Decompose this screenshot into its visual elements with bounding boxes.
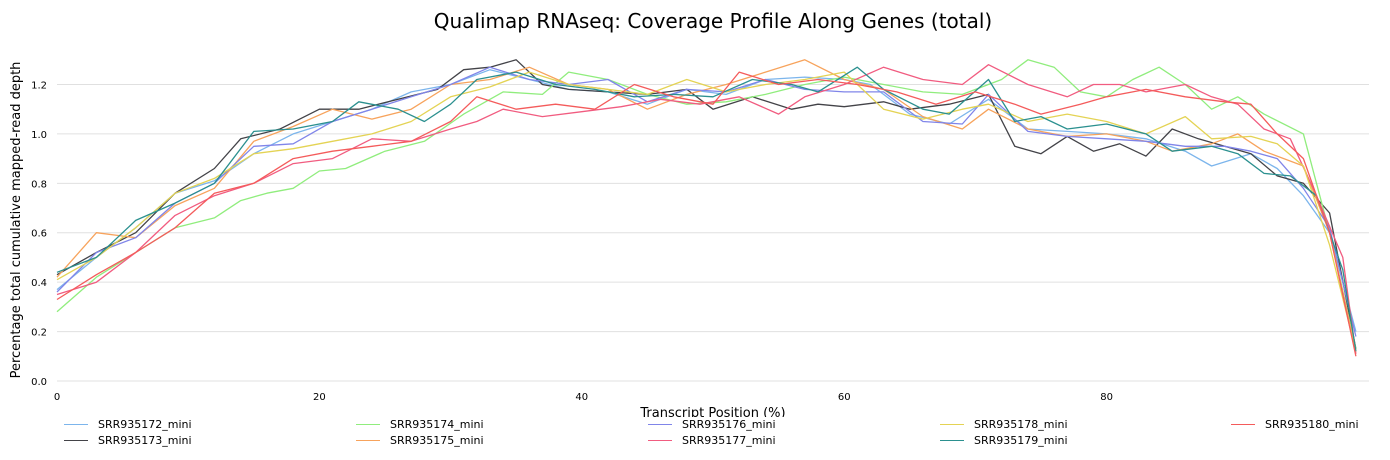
legend-swatch [648,424,672,425]
grid-lines [57,83,1369,382]
y-axis-ticks: 0.0 0.2 0.4 0.6 0.8 1.0 1.2 [31,80,47,388]
legend-swatch [940,424,964,425]
series-lines [56,59,1357,357]
legend-label: SRR935173_mini [98,434,192,447]
x-axis-ticks: 0 20 40 60 80 [54,392,1113,403]
y-tick-label: 1.2 [31,80,47,91]
legend-swatch [1231,424,1255,425]
legend-swatch [940,440,964,441]
x-tick-label: 60 [838,392,851,403]
legend-swatch [356,440,380,441]
chart-legend: SRR935172_mini SRR935173_mini SRR935174_mi… [64,417,1384,453]
series-line-srr935174-mini[interactable] [56,59,1357,350]
x-tick-label: 0 [54,392,60,403]
legend-swatch [356,424,380,425]
legend-label: SRR935174_mini [390,418,484,431]
legend-label: SRR935180_mini [1265,418,1359,431]
x-axis-label: Transcript Position (%) [639,406,785,417]
legend-label: SRR935172_mini [98,418,192,431]
x-tick-label: 40 [575,392,588,403]
series-line-srr935180-mini[interactable] [56,71,1357,357]
legend-label: SRR935178_mini [974,418,1068,431]
y-tick-label: 1.0 [31,130,47,141]
legend-label: SRR935175_mini [390,434,484,447]
chart-title: Qualimap RNAseq: Coverage Profile Along … [434,9,992,33]
series-line-srr935177-mini[interactable] [56,64,1357,354]
y-tick-label: 0.6 [31,229,47,240]
series-line-srr935172-mini[interactable] [56,69,1357,332]
legend-swatch [64,440,88,441]
y-tick-label: 0.8 [31,179,47,190]
legend-label: SRR935176_mini [682,418,776,431]
legend-label: SRR935177_mini [682,434,776,447]
legend-label: SRR935179_mini [974,434,1068,447]
x-tick-label: 80 [1100,392,1113,403]
coverage-line-chart: Qualimap RNAseq: Coverage Profile Along … [9,9,1369,417]
series-line-srr935178-mini[interactable] [56,71,1357,352]
y-tick-label: 0.2 [31,328,47,339]
legend-swatch [64,424,88,425]
series-line-srr935176-mini[interactable] [56,66,1357,337]
y-tick-label: 0.4 [31,278,47,289]
legend-swatch [648,440,672,441]
y-axis-label: Percentage total cumulative mapped-read … [9,62,24,379]
series-line-srr935173-mini[interactable] [56,59,1357,350]
y-tick-label: 0.0 [31,377,47,388]
series-line-srr935179-mini[interactable] [56,66,1357,352]
x-tick-label: 20 [313,392,326,403]
